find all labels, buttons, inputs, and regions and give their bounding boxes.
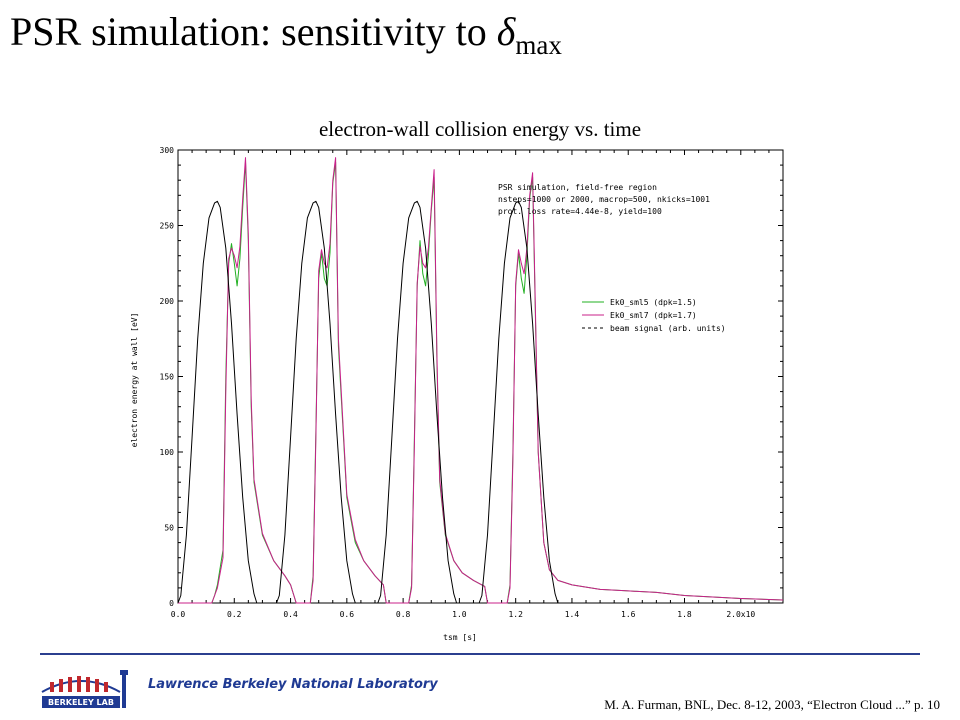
y-tick-label: 300 xyxy=(160,146,175,155)
y-tick-label: 0 xyxy=(169,599,174,608)
y-tick-label: 200 xyxy=(160,297,175,306)
x-tick-label: 0.6 xyxy=(340,610,355,619)
delta-symbol: δ xyxy=(496,9,516,54)
annotation-line-1: PSR simulation, field-free region xyxy=(498,183,657,192)
x-tick-label: 0.2 xyxy=(227,610,242,619)
legend-label-sml5: Ek0_sml5 (dpk=1.5) xyxy=(610,298,697,307)
x-tick-label: 1.6 xyxy=(621,610,636,619)
chart-caption: electron-wall collision energy vs. time xyxy=(318,117,642,141)
chart-legend: Ek0_sml5 (dpk=1.5) Ek0_sml7 (dpk=1.7) be… xyxy=(582,298,726,333)
sim-annotation: PSR simulation, field-free region nsteps… xyxy=(498,183,710,216)
x-tick-label: 1.2 xyxy=(508,610,523,619)
x-tick-label: 1.0 xyxy=(452,610,467,619)
footer-citation: M. A. Furman, BNL, Dec. 8-12, 2003, “Ele… xyxy=(604,697,940,712)
y-tick-label: 50 xyxy=(164,524,174,533)
x-tick-label: 0.8 xyxy=(396,610,411,619)
annotation-line-2: nsteps=1000 or 2000, macrop=500, nkicks=… xyxy=(498,195,710,204)
y-axis: 0 50 100 150 200 250 300 xyxy=(160,146,783,608)
series-beam-signal-line xyxy=(177,200,559,604)
y-tick-label: 250 xyxy=(160,222,175,231)
series-sml7-line xyxy=(178,157,784,604)
x-tick-label: 1.8 xyxy=(677,610,692,619)
slide-title-text: PSR simulation: sensitivity to xyxy=(10,9,497,54)
logo-text: BERKELEY LAB xyxy=(48,698,114,707)
lab-name: Lawrence Berkeley National Laboratory xyxy=(148,677,438,692)
legend-label-sml7: Ek0_sml7 (dpk=1.7) xyxy=(610,311,697,320)
x-tick-label: 1.4 xyxy=(565,610,580,619)
legend-label-beam: beam signal (arb. units) xyxy=(610,324,726,333)
title-subscript: max xyxy=(515,30,562,60)
x-axis: 0.0 0.2 0.4 0.6 0.8 1.0 1.2 1.4 1.6 1.8 2.0x10 xyxy=(171,150,770,619)
x-tick-label: 0.0 xyxy=(171,610,186,619)
footer-rule xyxy=(40,653,920,655)
annotation-line-3: prot. loss rate=4.44e-8, yield=100 xyxy=(498,207,662,216)
y-tick-label: 150 xyxy=(160,373,175,382)
berkeley-lab-logo-icon: BERKELEY LAB xyxy=(41,670,128,708)
plot-frame xyxy=(177,149,784,604)
y-tick-label: 100 xyxy=(160,448,175,457)
y-axis-label: electron energy at wall [eV] xyxy=(130,313,139,448)
x-axis-label: tsm [s] xyxy=(443,633,477,642)
series-layer xyxy=(177,157,784,604)
slide-title: PSR simulation: sensitivity to δmax xyxy=(10,10,562,61)
x-tick-label: 0.4 xyxy=(283,610,298,619)
series-sml5-line xyxy=(178,161,784,604)
x-tick-label: 2.0x10 xyxy=(726,610,755,619)
